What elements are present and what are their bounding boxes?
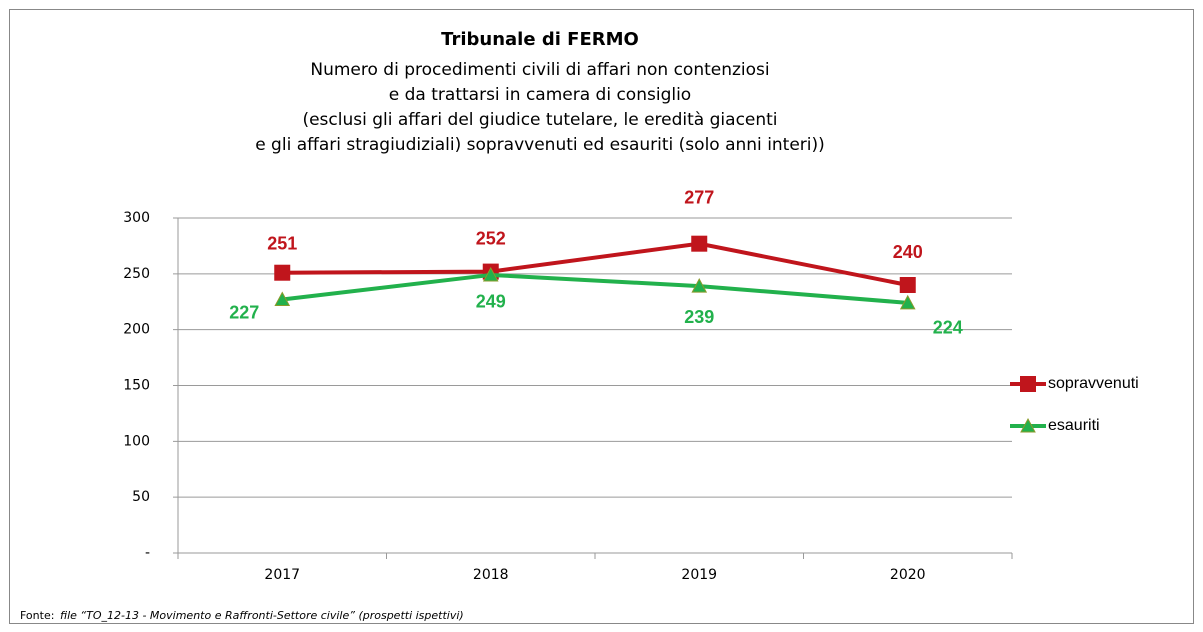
marker — [899, 277, 916, 293]
chart-subtitle: Numero di procedimenti civili di affari … — [310, 60, 769, 80]
marker — [691, 278, 708, 293]
chart-title: Tribunale di FERMO — [441, 29, 639, 50]
chart-border — [9, 9, 1194, 624]
marker — [274, 264, 291, 281]
y-tick-label: 250 — [123, 266, 150, 282]
data-label: 251 — [267, 233, 297, 253]
legend-marker — [1020, 417, 1036, 433]
chart-subtitle: (esclusi gli affari del giudice tutelare… — [302, 110, 777, 130]
data-label: 249 — [476, 292, 506, 312]
marker — [482, 266, 499, 282]
x-tick-label: 2018 — [473, 567, 509, 583]
chart-subtitle: e gli affari stragiudiziali) sopravvenut… — [255, 135, 825, 155]
y-tick-label: - — [145, 545, 150, 561]
x-tick-label: 2017 — [264, 567, 300, 583]
y-tick-label: 100 — [123, 433, 150, 449]
source: file “TO_12-13 - Movimento e Raffronti-S… — [60, 609, 464, 622]
y-tick-label: 50 — [132, 489, 150, 505]
marker — [274, 291, 291, 307]
data-label: 227 — [229, 302, 259, 322]
data-label: 252 — [476, 228, 506, 248]
y-tick-label: 150 — [123, 378, 150, 394]
series-line — [282, 241, 909, 287]
marker — [691, 235, 708, 252]
y-tick-label: 300 — [123, 210, 150, 226]
chart-subtitle: e da trattarsi in camera di consiglio — [389, 85, 691, 105]
x-tick-label: 2019 — [681, 567, 717, 583]
x-tick-label: 2020 — [890, 567, 926, 583]
marker — [899, 294, 916, 310]
y-tick-label: 200 — [123, 322, 150, 338]
data-label: 277 — [684, 187, 714, 207]
legend-label: sopravvenuti — [1048, 375, 1139, 392]
data-label: 240 — [893, 242, 923, 262]
legend-label: esauriti — [1048, 417, 1100, 434]
series-line — [282, 272, 908, 305]
source-label: Fonte: — [20, 609, 54, 622]
data-label: 224 — [933, 318, 963, 338]
legend-marker — [1020, 376, 1036, 392]
data-label: 239 — [684, 307, 714, 327]
